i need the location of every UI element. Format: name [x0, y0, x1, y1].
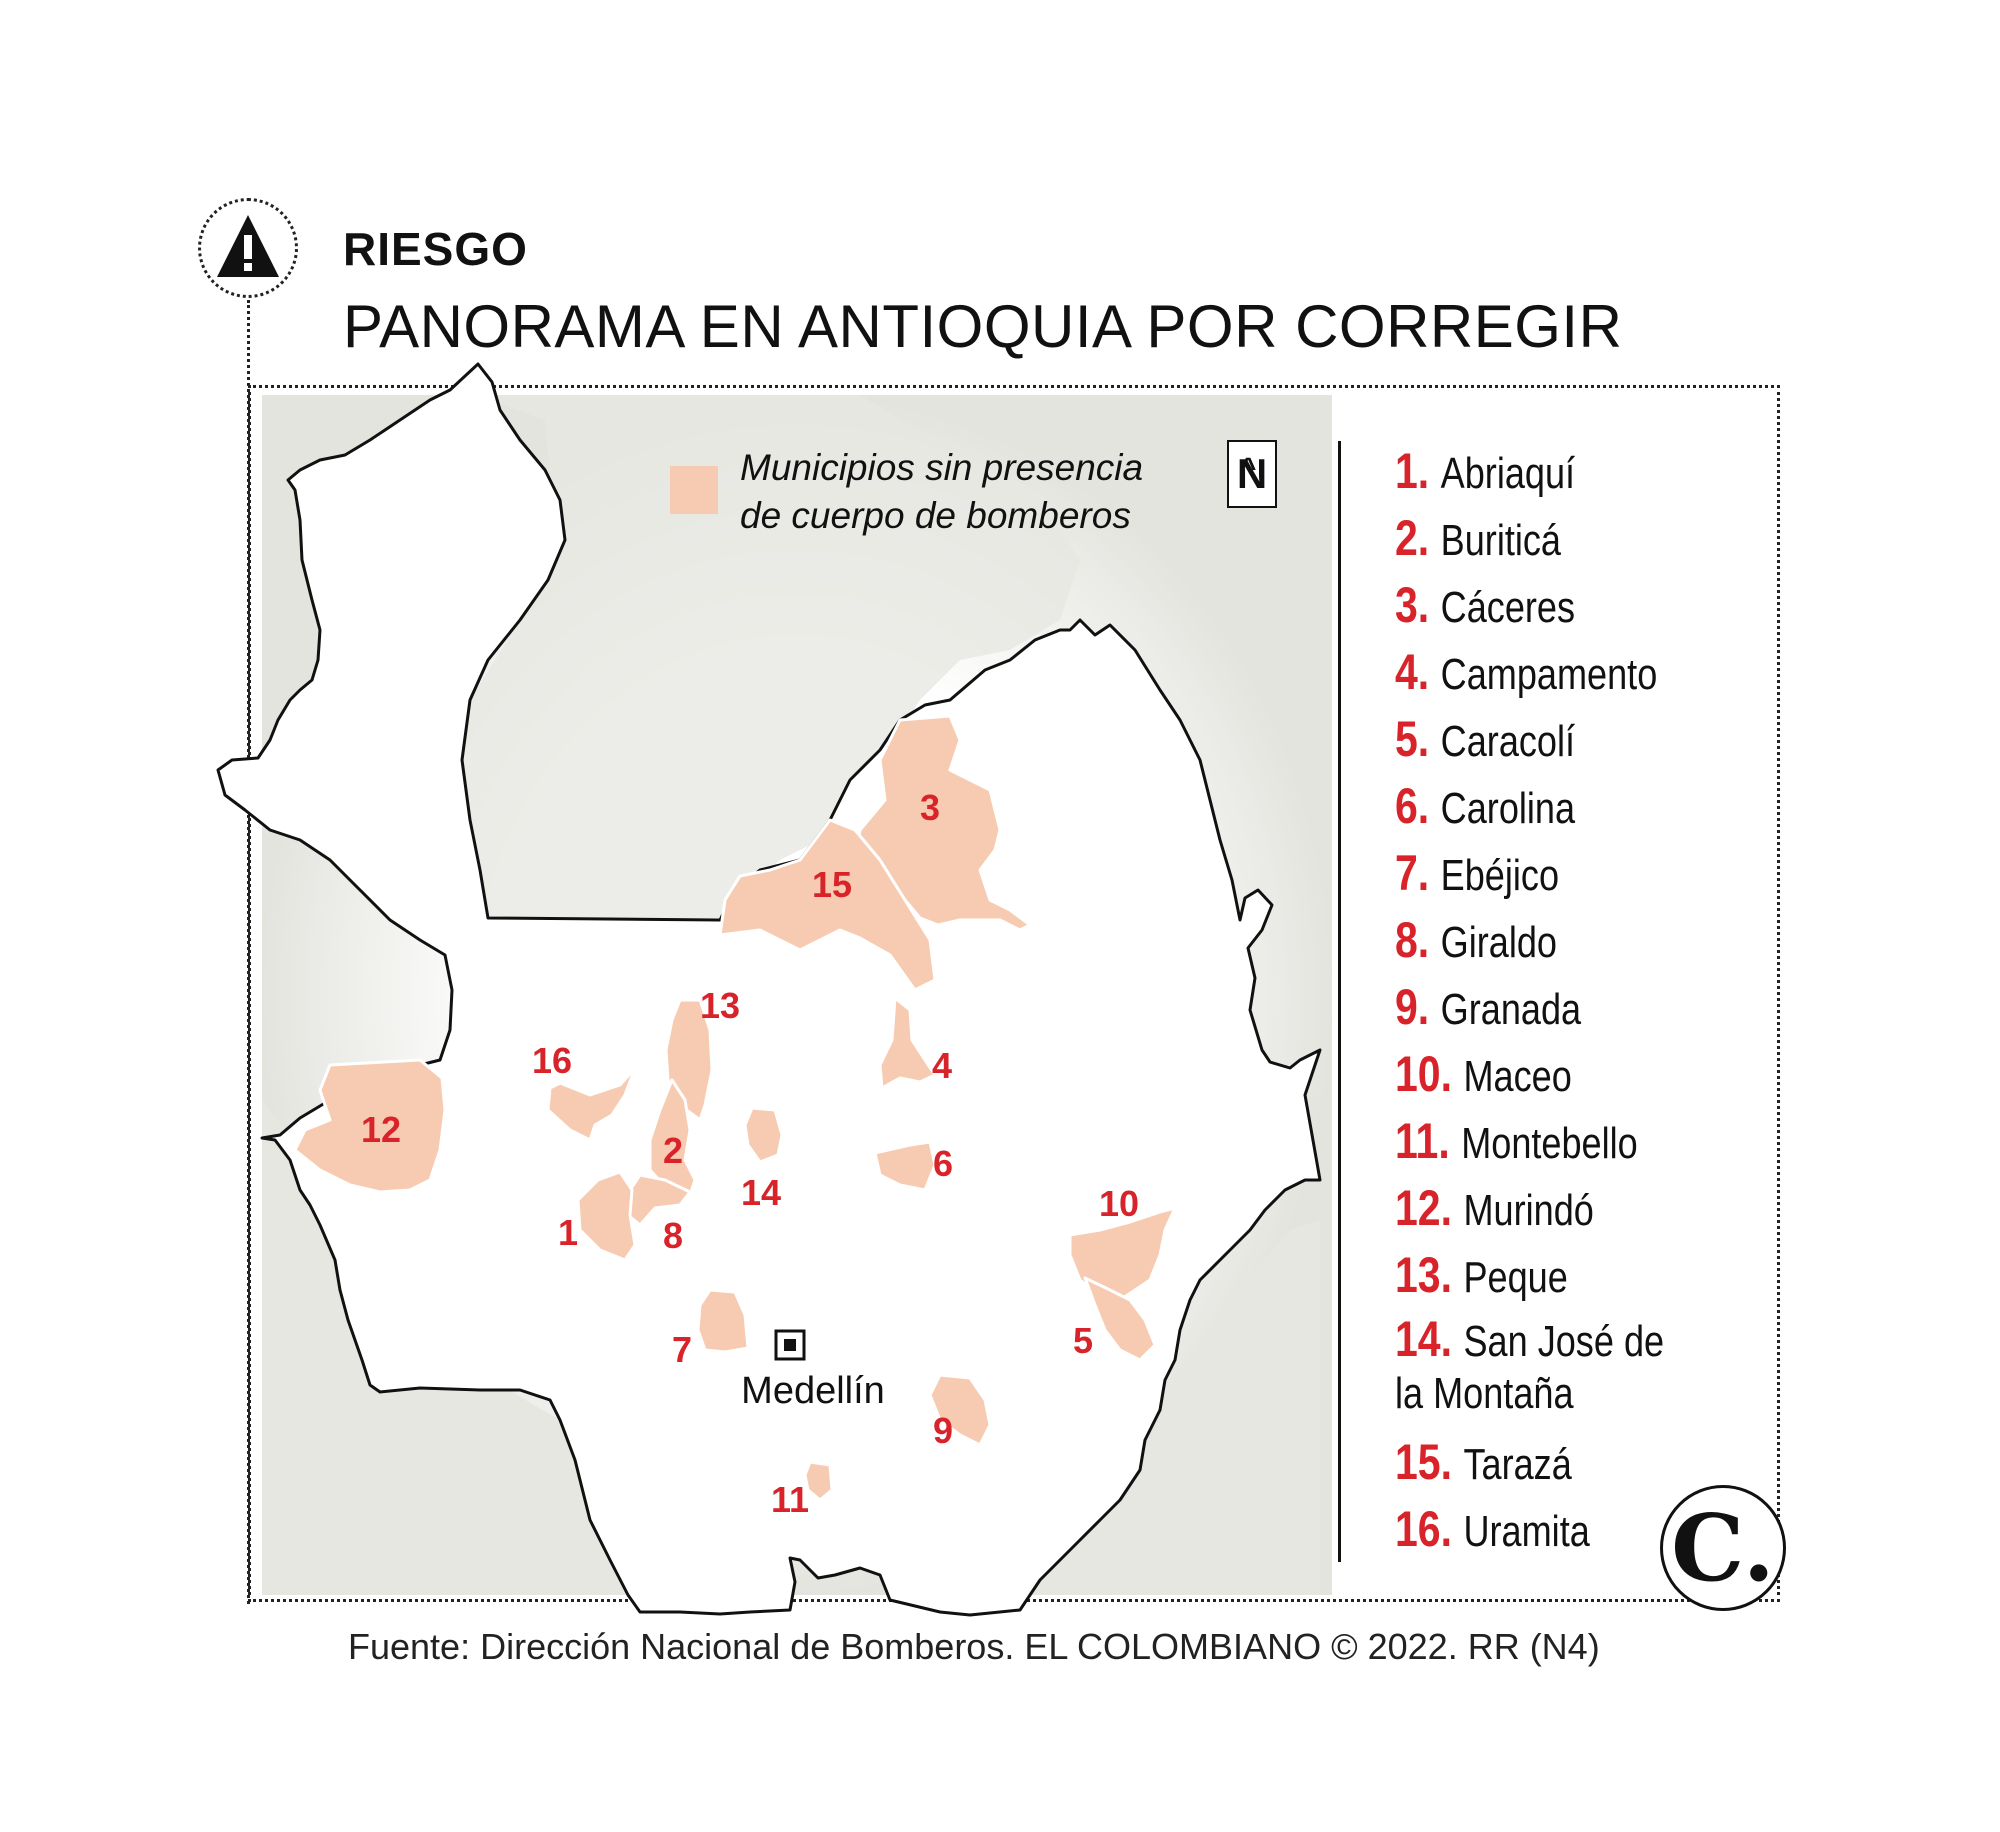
list-item: 16. Uramita: [1395, 1501, 1590, 1557]
map-label-13: 13: [700, 985, 740, 1026]
map-label-5: 5: [1073, 1320, 1093, 1361]
municipality-2-area: [648, 1078, 697, 1197]
map-label-8: 8: [663, 1215, 683, 1256]
list-item: 9. Granada: [1395, 979, 1582, 1035]
map-label-15: 15: [812, 864, 852, 905]
medellin-marker-center: [784, 1339, 796, 1351]
list-item: 5. Caracolí: [1395, 711, 1576, 767]
neighbor-region-southeast: [1000, 1220, 1320, 1595]
neighbor-region-north: [455, 395, 1080, 918]
warning-badge: [198, 198, 298, 298]
municipality-4-area: [878, 996, 937, 1090]
north-label: N: [1236, 450, 1268, 497]
department-outline: [216, 362, 1322, 1617]
map-label-14: 14: [741, 1172, 781, 1213]
source-credit: Fuente: Dirección Nacional de Bomberos. …: [348, 1626, 1600, 1667]
municipality-12-area: [293, 1058, 447, 1194]
list-item: 1. Abriaquí: [1395, 443, 1576, 499]
legend-line-1: Municipios sin presencia: [740, 447, 1144, 488]
map-label-16: 16: [532, 1040, 572, 1081]
municipality-9-area: [928, 1373, 992, 1447]
north-arrow-hat: ^: [1240, 452, 1257, 483]
map-label-11: 11: [771, 1479, 809, 1520]
municipality-1-area: [576, 1170, 637, 1262]
list-item: 13. Peque: [1395, 1247, 1568, 1303]
list-item: 4. Campamento: [1395, 644, 1658, 700]
municipality-14-area: [743, 1106, 784, 1164]
legend-text: Municipios sin presencia de cuerpo de bo…: [740, 444, 1200, 540]
municipality-7-area: [696, 1288, 750, 1354]
municipality-6-area: [873, 1140, 937, 1192]
legend-swatch: [670, 466, 718, 514]
warning-triangle-icon: [217, 215, 279, 277]
map-label-3: 3: [920, 787, 940, 828]
municipality-list: 1. Abriaquí 2. Buriticá 3. Cáceres 4. Campam…: [1395, 442, 1690, 1567]
list-item: 7. Ebéjico: [1395, 845, 1560, 901]
municipality-16-area: [546, 1066, 637, 1142]
kicker: RIESGO: [343, 223, 528, 275]
legend-line-2: de cuerpo de bomberos: [740, 495, 1131, 536]
list-item: 2. Buriticá: [1395, 510, 1561, 566]
neighbor-region-west: [262, 820, 640, 1595]
municipality-11-area: [803, 1460, 834, 1502]
map-label-12: 12: [361, 1109, 401, 1150]
municipality-15-area: [718, 818, 937, 992]
list-item: 3. Cáceres: [1395, 577, 1576, 633]
list-item: 6. Carolina: [1395, 778, 1576, 834]
list-item: 10. Maceo: [1395, 1046, 1572, 1102]
list-item: 12. Murindó: [1395, 1180, 1594, 1236]
map-label-2: 2: [663, 1130, 683, 1171]
medellin-label: Medellín: [741, 1370, 885, 1412]
el-colombiano-logo: C.: [1660, 1485, 1786, 1611]
list-divider: [1338, 441, 1341, 1562]
map-label-7: 7: [672, 1329, 692, 1370]
list-item: 8. Giraldo: [1395, 912, 1557, 968]
municipality-10-area: [1068, 1206, 1177, 1302]
north-arrow-icon: ^ N: [1227, 440, 1277, 508]
map-label-10: 10: [1099, 1183, 1139, 1224]
page-title: PANORAMA EN ANTIOQUIA POR CORREGIR: [343, 293, 1623, 360]
list-item: 11. Montebello: [1395, 1113, 1638, 1169]
list-item: 15. Tarazá: [1395, 1434, 1572, 1490]
map-label-1: 1: [558, 1212, 578, 1253]
municipality-5-area: [1083, 1276, 1157, 1362]
map-label-9: 9: [933, 1410, 953, 1451]
map-label-6: 6: [933, 1143, 953, 1184]
medellin-marker: [774, 1329, 806, 1361]
map-label-4: 4: [932, 1045, 952, 1086]
list-item: 14. San José de la Montaña: [1395, 1311, 1665, 1418]
